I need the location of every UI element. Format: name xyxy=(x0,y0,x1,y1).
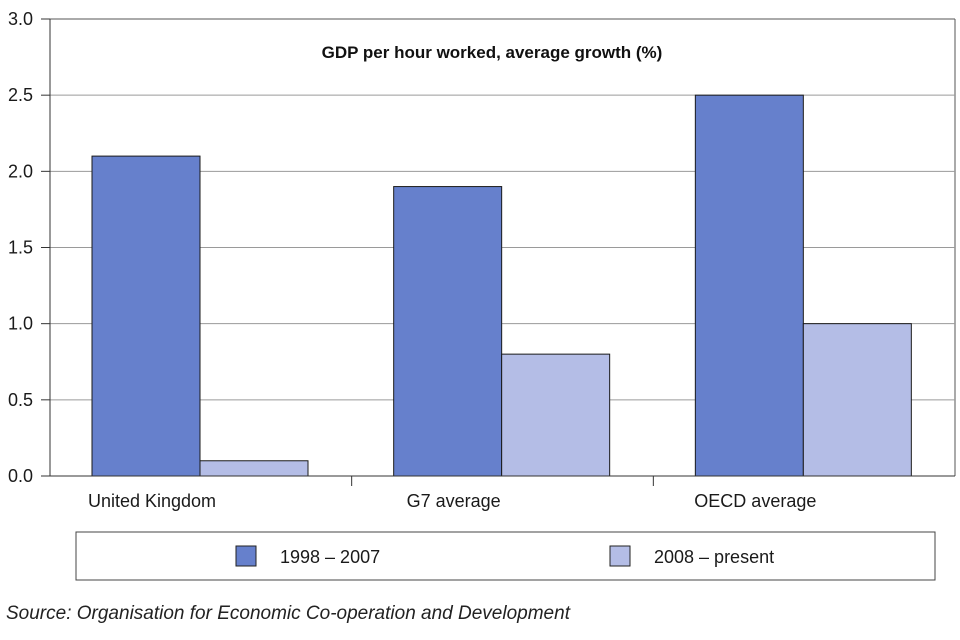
x-tick-label: OECD average xyxy=(694,491,816,511)
legend-label-2008-present: 2008 – present xyxy=(654,547,774,567)
bar xyxy=(501,353,611,477)
bar xyxy=(393,186,503,477)
bar xyxy=(802,323,912,477)
legend-label-1998-2007: 1998 – 2007 xyxy=(280,547,380,567)
y-ticks: 0.0 0.5 1.0 1.5 2.0 2.5 3.0 xyxy=(8,9,50,486)
bar xyxy=(91,155,201,477)
y-tick-label: 2.0 xyxy=(8,161,33,181)
y-tick-label: 1.5 xyxy=(8,238,33,258)
legend-box xyxy=(75,531,936,581)
bars xyxy=(91,94,912,477)
legend-swatch-2008-present xyxy=(609,545,631,567)
x-tick-label: G7 average xyxy=(407,491,501,511)
y-tick-label: 0.5 xyxy=(8,390,33,410)
legend-swatch-1998-2007 xyxy=(235,545,257,567)
y-tick-label: 2.5 xyxy=(8,85,33,105)
x-ticks: United Kingdom G7 average OECD average xyxy=(88,476,816,511)
y-tick-label: 1.0 xyxy=(8,314,33,334)
y-tick-label: 3.0 xyxy=(8,9,33,29)
chart-title: GDP per hour worked, average growth (%) xyxy=(322,43,663,62)
source-note: Source: Organisation for Economic Co-ope… xyxy=(6,603,570,624)
x-tick-label: United Kingdom xyxy=(88,491,216,511)
y-tick-label: 0.0 xyxy=(8,466,33,486)
bar xyxy=(694,94,804,477)
bar xyxy=(199,460,309,477)
